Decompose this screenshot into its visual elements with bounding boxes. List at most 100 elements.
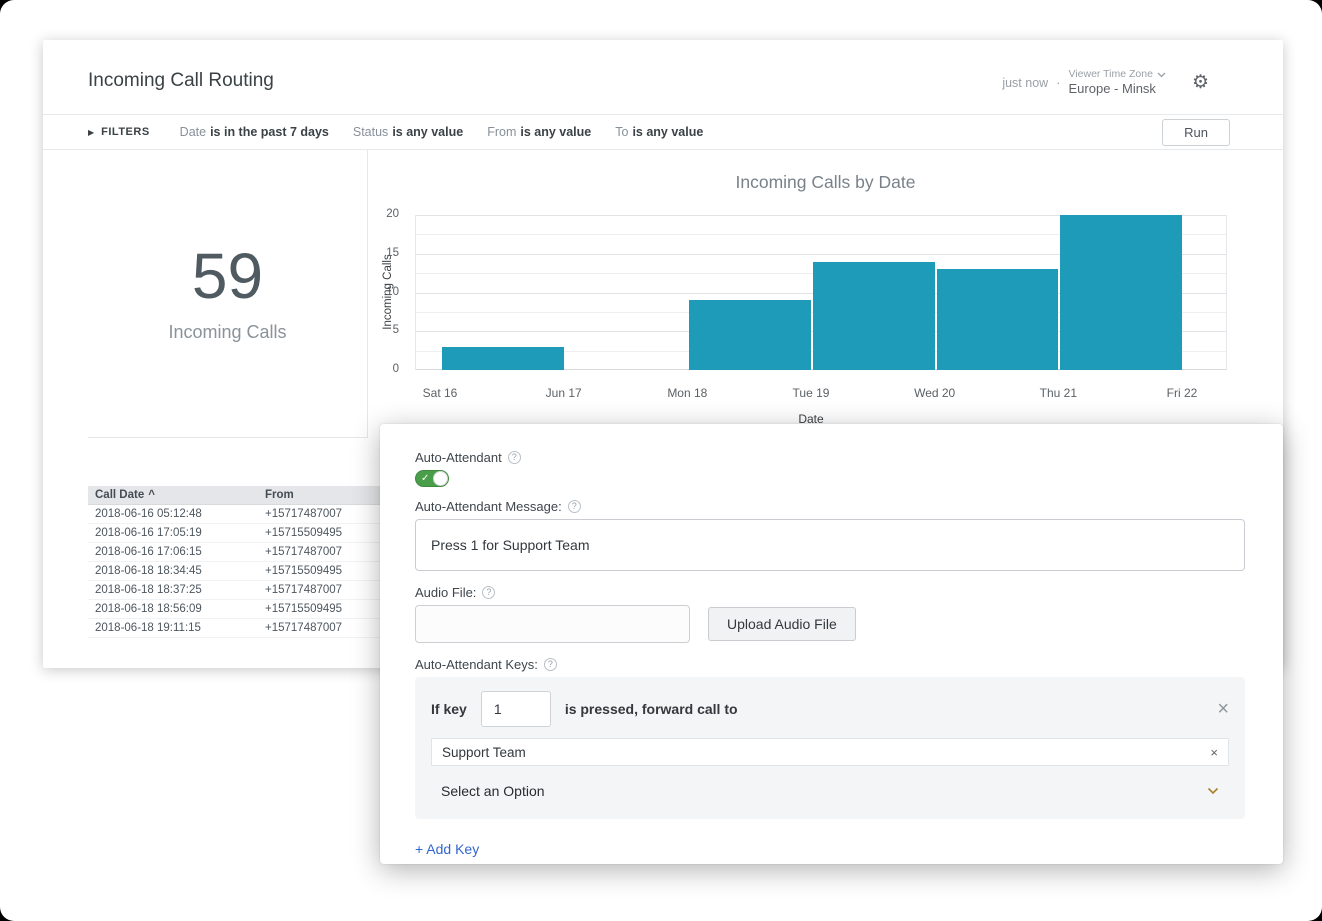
check-icon: ✓ (421, 473, 430, 484)
table-cell: 2018-06-18 18:37:25 (88, 580, 258, 600)
filter-item[interactable]: To is any value (615, 125, 703, 139)
filter-bar: ▶ FILTERS Date is in the past 7 days Statu… (43, 114, 1283, 150)
x-tick-label: Sat 16 (422, 386, 458, 400)
chart-bar-tue-19[interactable] (813, 261, 935, 370)
gridline (416, 215, 1226, 216)
column-label: Call Date (95, 489, 145, 501)
forward-call-text: is pressed, forward call to (564, 701, 738, 717)
key-rule-panel: If key is pressed, forward call to × Sup… (415, 677, 1245, 819)
dashboard-header-right: just now · Viewer Time Zone Europe - Min… (1002, 68, 1209, 97)
table-cell: 2018-06-18 18:56:09 (88, 599, 258, 619)
chevron-down-icon (1207, 787, 1219, 795)
chevron-down-icon (1157, 72, 1166, 77)
help-icon[interactable]: ? (507, 450, 521, 464)
chart-plot (415, 215, 1227, 370)
message-label: Auto-Attendant Message: (415, 498, 562, 514)
x-tick-label: Mon 18 (667, 386, 708, 400)
keys-label: Auto-Attendant Keys: (415, 656, 538, 672)
audio-file-label: Audio File: (415, 584, 477, 600)
column-label: From (265, 489, 294, 501)
filter-value: is any value (520, 125, 592, 139)
table-cell: 2018-06-16 17:05:19 (88, 523, 258, 543)
filter-name: From (487, 125, 517, 139)
table-cell: 2018-06-16 17:06:15 (88, 542, 258, 562)
auto-attendant-label: Auto-Attendant (415, 449, 502, 465)
gridline (416, 253, 1226, 255)
filter-name: To (615, 125, 629, 139)
help-glyph: ? (511, 452, 517, 462)
y-tick-label: 0 (392, 363, 399, 375)
y-tick-label: 10 (386, 285, 399, 298)
audio-file-input[interactable] (415, 605, 690, 643)
x-axis-labels: Sat 16 Jun 17 Mon 18 Tue 19 Wed 20 Thu 21 Fri … (415, 386, 1227, 402)
page-title: Incoming Call Routing (88, 70, 274, 91)
separator-dot: · (1056, 75, 1061, 91)
help-icon[interactable]: ? (567, 499, 581, 513)
x-tick-label: Wed 20 (914, 386, 956, 400)
message-input[interactable] (415, 519, 1245, 571)
kpi-label: Incoming Calls (168, 322, 287, 342)
filter-value: is any value (392, 125, 464, 139)
x-tick-label: Tue 19 (792, 386, 830, 400)
filter-value: is any value (632, 125, 704, 139)
chart-bar-mon-18[interactable] (689, 300, 811, 370)
help-glyph: ? (547, 659, 553, 669)
selected-team-value: Support Team (442, 744, 526, 760)
timezone-selector[interactable]: Viewer Time Zone Europe - Minsk (1069, 68, 1166, 97)
clear-team-icon[interactable]: × (1210, 744, 1218, 760)
run-button[interactable]: Run (1162, 118, 1230, 146)
remove-key-icon[interactable]: × (1217, 698, 1229, 720)
filters-label: FILTERS (101, 126, 150, 138)
filter-item[interactable]: Status is any value (353, 125, 463, 139)
upload-audio-button[interactable]: Upload Audio File (708, 607, 856, 641)
selected-team-field[interactable]: Support Team × (431, 738, 1229, 766)
option-select[interactable]: Select an Option (431, 777, 1229, 805)
y-tick-label: 5 (392, 324, 399, 337)
table-cell: 2018-06-18 18:34:45 (88, 561, 258, 581)
audio-file-row: Upload Audio File (415, 605, 1245, 643)
y-axis-labels: 0 5 10 15 20 (368, 208, 407, 375)
kpi-tile: 59 Incoming Calls (88, 150, 368, 438)
filter-value: is in the past 7 days (210, 125, 329, 139)
gear-icon[interactable]: ⚙ (1191, 72, 1209, 94)
filter-list: Date is in the past 7 days Status is any va… (180, 125, 728, 139)
add-key-link[interactable]: + Add Key (415, 841, 480, 857)
timezone-value: Europe - Minsk (1068, 81, 1156, 97)
last-updated-text: just now (1002, 75, 1049, 90)
x-axis-title: Date (798, 412, 824, 426)
table-cell: 2018-06-18 19:11:15 (88, 618, 258, 638)
help-glyph: ? (571, 501, 577, 511)
timezone-label: Viewer Time Zone (1068, 68, 1153, 80)
key-number-input[interactable] (480, 691, 551, 727)
option-select-value: Select an Option (441, 783, 545, 799)
help-icon[interactable]: ? (482, 585, 496, 599)
chart-title: Incoming Calls by Date (735, 172, 916, 192)
key-rule-row: If key is pressed, forward call to × (431, 691, 1229, 727)
auto-attendant-toggle[interactable]: ✓ (415, 470, 449, 487)
gridline (416, 234, 1226, 236)
table-cell: 2018-06-16 05:12:48 (88, 504, 258, 524)
filter-name: Status (352, 125, 389, 139)
auto-attendant-panel: Auto-Attendant ? ✓ Auto-Attendant Messag… (380, 424, 1283, 864)
y-tick-label: 15 (386, 246, 399, 259)
toggle-knob (433, 471, 448, 486)
y-tick-label: 20 (386, 208, 399, 220)
x-tick-label: Fri 22 (1166, 386, 1198, 400)
filter-item[interactable]: From is any value (487, 125, 591, 139)
filter-item[interactable]: Date is in the past 7 days (180, 125, 329, 139)
kpi-value: 59 (191, 240, 264, 312)
column-header-call-date[interactable]: Call Date ^ (88, 486, 258, 505)
filter-name: Date (179, 125, 207, 139)
if-key-text: If key (431, 701, 467, 717)
help-glyph: ? (486, 587, 492, 597)
help-icon[interactable]: ? (543, 657, 557, 671)
expand-arrow-icon: ▶ (88, 127, 95, 137)
chart-bar-sat-16[interactable] (442, 346, 564, 370)
x-tick-label: Jun 17 (545, 386, 582, 400)
chart-bar-wed-20[interactable] (936, 269, 1059, 370)
chart-bar-thu-21[interactable] (1060, 215, 1182, 370)
filters-toggle[interactable]: ▶ FILTERS (88, 126, 150, 138)
sort-asc-icon: ^ (148, 489, 155, 501)
